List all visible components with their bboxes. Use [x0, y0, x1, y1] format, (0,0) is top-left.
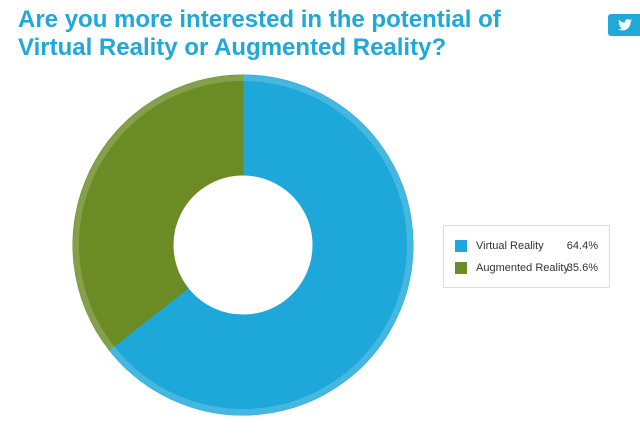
legend-label: Virtual Reality: [476, 240, 544, 252]
legend-label: Augmented Reality: [476, 262, 569, 274]
legend-swatch: [455, 262, 467, 274]
twitter-button[interactable]: [608, 14, 640, 36]
legend-swatch: [455, 240, 467, 252]
donut-slice: [108, 74, 414, 416]
chart-title: Are you more interested in the potential…: [18, 6, 501, 61]
donut-slice: [72, 74, 244, 351]
twitter-icon: [618, 19, 632, 31]
donut-rim: [73, 75, 413, 415]
legend-value: 35.6%: [567, 262, 598, 274]
legend-box: [443, 225, 610, 288]
legend-value: 64.4%: [567, 240, 598, 252]
